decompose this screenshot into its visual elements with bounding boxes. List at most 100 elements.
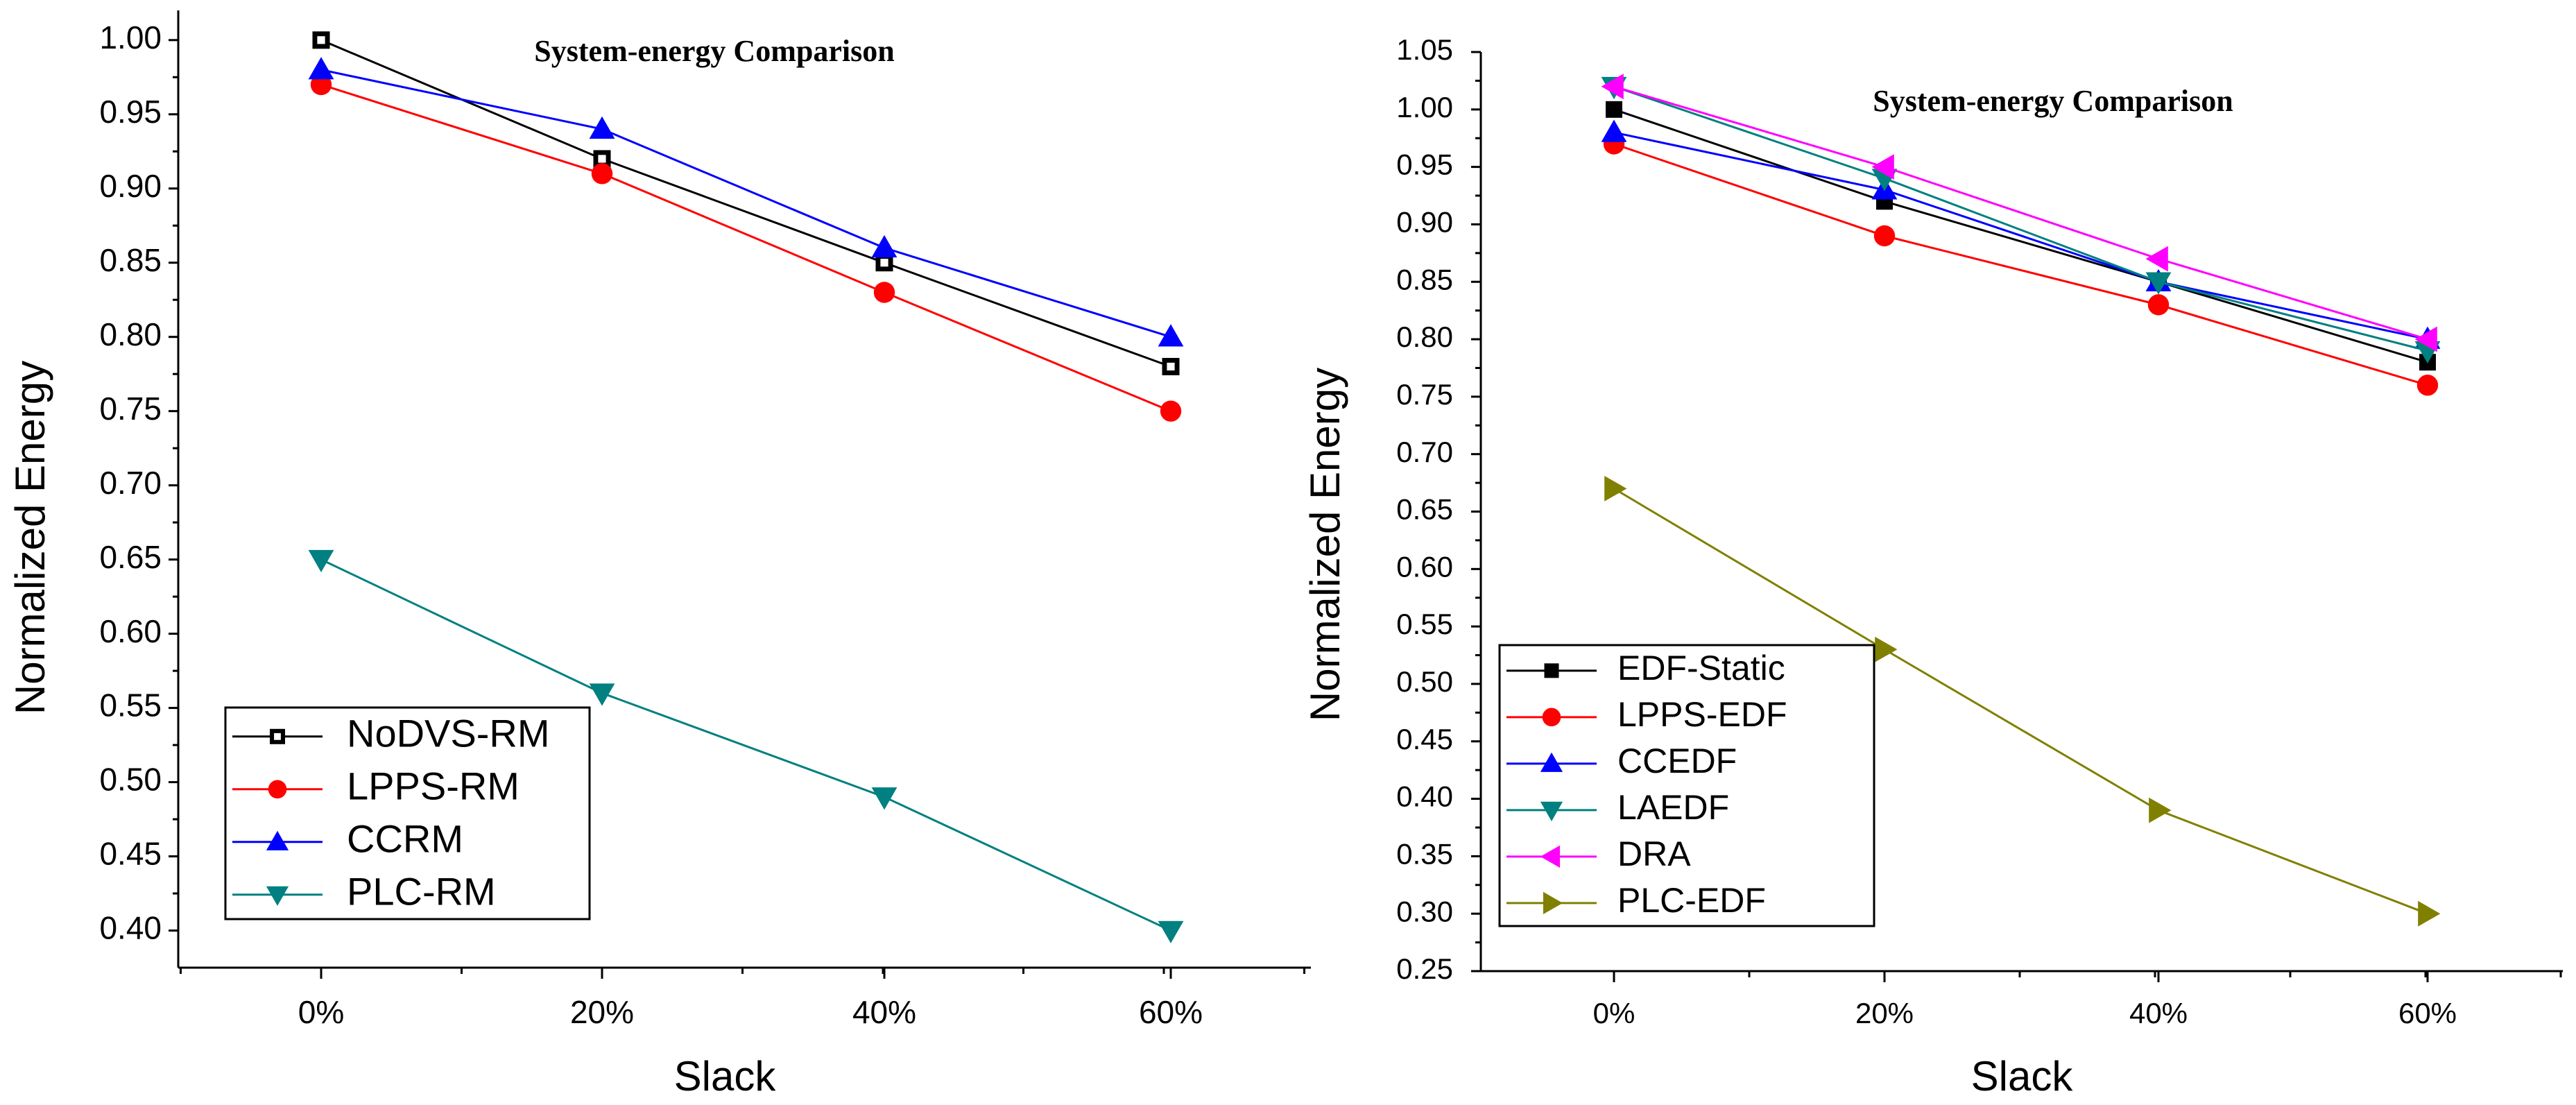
marker (1604, 475, 1627, 502)
legend-label: CCRM (347, 817, 463, 861)
y-tick-label: 0.70 (1396, 436, 1453, 468)
series-CCEDF (1601, 119, 2441, 349)
axes: 0.25 0.30 0.35 0.40 0.45 0.50 0.55 0.60 0.65 0.70… (1396, 33, 2563, 1029)
marker-inner (317, 36, 325, 44)
marker (1540, 752, 1563, 772)
legend-label: PLC-EDF (1617, 881, 1766, 920)
legend-label: LPPS-RM (347, 764, 520, 808)
marker (308, 549, 334, 573)
legend-label: CCEDF (1617, 742, 1737, 780)
marker (2147, 294, 2170, 316)
x-axis-title: Slack (674, 1053, 777, 1099)
marker (871, 234, 898, 258)
y-axis-title: Normalized Energy (1302, 368, 1348, 721)
marker (1606, 101, 1622, 118)
marker (2414, 326, 2437, 352)
y-tick-label: 0.30 (1396, 895, 1453, 927)
marker (1158, 324, 1184, 347)
marker (1873, 225, 1896, 247)
x-tick-label: 20% (1855, 997, 1914, 1029)
marker (1158, 920, 1184, 943)
legend-label: LAEDF (1617, 788, 1729, 827)
series-LPPS-EDF (1603, 133, 2439, 396)
legend-box (1498, 644, 1875, 927)
axes: 0.40 0.45 0.50 0.55 0.60 0.65 0.70 0.75 0.80 0.85… (99, 10, 1311, 1030)
marker (2416, 375, 2439, 396)
legend: EDF-Static LPPS-EDF CCEDF LAEDF DRA PLC-EDF (1498, 644, 1875, 927)
marker (1540, 801, 1563, 821)
marker (1542, 708, 1561, 727)
legend-label: LPPS-EDF (1617, 695, 1787, 734)
plot-area (1601, 74, 2441, 927)
legend-entry: LPPS-RM (232, 764, 520, 808)
x-tick-label: 20% (570, 994, 634, 1030)
series-DRA (1601, 74, 2437, 352)
marker (1160, 400, 1182, 422)
marker (268, 780, 287, 799)
series-line (320, 558, 1171, 932)
y-tick-label: 0.60 (1396, 550, 1453, 583)
marker (2418, 900, 2441, 927)
series-line (1613, 108, 2428, 363)
series-line (320, 83, 1171, 413)
y-tick-label: 0.85 (1396, 263, 1453, 295)
x-tick-label: 40% (852, 994, 916, 1030)
y-tick-label: 0.75 (1396, 378, 1453, 411)
y-tick-label: 0.80 (1396, 320, 1453, 353)
marker (589, 683, 615, 706)
series-LPPS-RM (310, 74, 1182, 422)
y-tick-label: 0.90 (1396, 206, 1453, 239)
legend-entry: DRA (1506, 834, 1691, 873)
legend-label: DRA (1617, 834, 1691, 873)
y-tick-label: 0.85 (99, 242, 162, 278)
legend: NoDVS-RM LPPS-RM CCRM PLC-RM (224, 706, 591, 920)
y-tick-label: 0.95 (1396, 148, 1453, 181)
marker (1540, 845, 1561, 868)
y-tick-label: 0.80 (99, 316, 162, 352)
marker (2149, 797, 2172, 823)
marker (1162, 357, 1180, 375)
marker (266, 830, 289, 850)
marker (2145, 272, 2172, 295)
series-line (320, 69, 1171, 339)
chart-right: System-energy Comparison Normalized Ener… (1302, 33, 2563, 1099)
x-tick-label: 60% (2398, 997, 2457, 1029)
series-line (1613, 488, 2428, 915)
marker (1871, 154, 1894, 180)
marker (2145, 246, 2168, 272)
y-tick-label: 0.45 (1396, 723, 1453, 755)
y-tick-label: 0.40 (99, 910, 162, 946)
x-tick-label: 60% (1139, 994, 1203, 1030)
series-PLC-RM (308, 549, 1184, 943)
marker (591, 163, 613, 185)
legend-entry: CCEDF (1506, 742, 1737, 780)
y-tick-label: 0.55 (99, 687, 162, 723)
series-CCRM (308, 57, 1184, 347)
marker-inner (1167, 362, 1175, 371)
x-tick-label: 40% (2129, 997, 2188, 1029)
y-tick-label: 0.45 (99, 836, 162, 872)
y-tick-label: 0.35 (1396, 837, 1453, 870)
marker (1601, 119, 1627, 142)
series-line (320, 39, 1171, 368)
series-NoDVS-RM (312, 31, 1180, 375)
marker (871, 787, 898, 810)
series-line (1613, 143, 2428, 386)
y-tick-label: 0.65 (1396, 493, 1453, 526)
x-axis-title: Slack (1971, 1053, 2074, 1099)
y-tick-label: 0.95 (99, 94, 162, 130)
y-axis-title: Normalized Energy (7, 361, 53, 714)
chart-title: System-energy Comparison (534, 34, 894, 68)
y-tick-label: 0.55 (1396, 608, 1453, 640)
marker (1544, 663, 1559, 678)
legend-entry: CCRM (232, 817, 463, 861)
marker (1543, 891, 1563, 914)
y-tick-label: 0.65 (99, 539, 162, 575)
y-tick-label: 1.00 (99, 19, 162, 55)
marker (1875, 636, 1898, 662)
series-PLC-EDF (1604, 475, 2441, 927)
legend-entry: PLC-EDF (1506, 881, 1766, 920)
legend-entry: PLC-RM (232, 870, 496, 914)
marker (589, 116, 615, 139)
